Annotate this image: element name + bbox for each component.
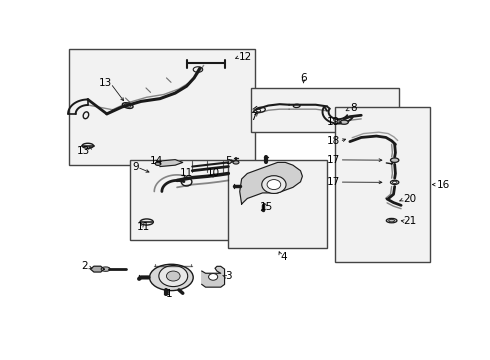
Circle shape: [159, 266, 188, 287]
Text: 17: 17: [326, 177, 340, 187]
Text: 1: 1: [166, 289, 172, 300]
Polygon shape: [160, 159, 183, 167]
Text: 16: 16: [437, 180, 450, 190]
Ellipse shape: [101, 267, 110, 271]
Text: 20: 20: [403, 194, 416, 204]
Text: 19: 19: [326, 117, 340, 127]
Text: 8: 8: [350, 103, 357, 113]
Text: 3: 3: [225, 271, 232, 281]
Text: 21: 21: [403, 216, 416, 226]
Bar: [129, 159, 236, 240]
Text: 12: 12: [239, 51, 252, 62]
Ellipse shape: [233, 161, 239, 164]
Text: 13: 13: [76, 146, 90, 156]
Bar: [251, 87, 399, 132]
Text: 5: 5: [225, 156, 232, 166]
Text: 7: 7: [250, 112, 257, 122]
Bar: [228, 159, 327, 248]
Text: 11: 11: [137, 222, 150, 232]
Ellipse shape: [155, 162, 161, 166]
Circle shape: [209, 274, 218, 280]
Text: 11: 11: [180, 168, 193, 179]
Circle shape: [267, 180, 281, 190]
Polygon shape: [240, 162, 302, 204]
Text: 10: 10: [207, 168, 220, 179]
Text: 2: 2: [81, 261, 88, 271]
Ellipse shape: [391, 158, 399, 162]
Text: 15: 15: [260, 202, 273, 212]
Text: 6: 6: [300, 73, 307, 84]
Circle shape: [262, 176, 286, 193]
Polygon shape: [202, 266, 224, 287]
Text: 17: 17: [326, 155, 340, 165]
Ellipse shape: [340, 120, 348, 124]
Ellipse shape: [386, 219, 397, 223]
Polygon shape: [91, 266, 104, 272]
Bar: [69, 49, 255, 165]
Text: 13: 13: [99, 78, 113, 89]
Text: 18: 18: [326, 136, 340, 146]
Bar: [335, 107, 430, 262]
Text: 14: 14: [150, 156, 163, 166]
Ellipse shape: [149, 264, 193, 291]
Text: 9: 9: [132, 162, 139, 172]
Text: 4: 4: [281, 252, 287, 262]
Circle shape: [167, 271, 180, 281]
